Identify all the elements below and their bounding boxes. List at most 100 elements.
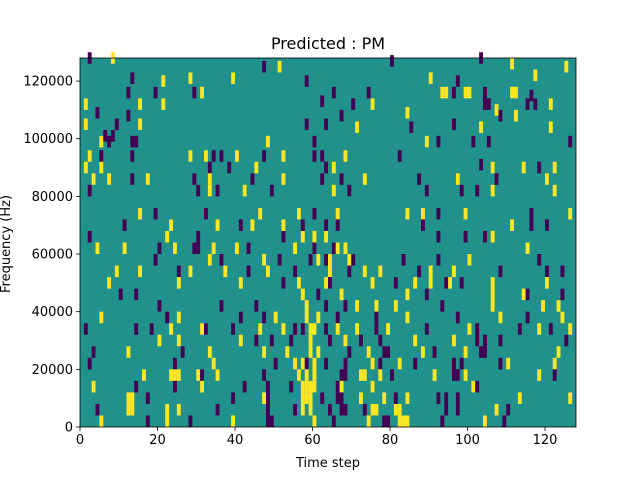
- heatmap-cell: [405, 415, 410, 427]
- heatmap-cell: [281, 219, 286, 231]
- heatmap-cell: [200, 323, 205, 335]
- heatmap-cell: [545, 265, 549, 278]
- heatmap-cell: [537, 369, 542, 381]
- heatmap-cell: [568, 392, 573, 404]
- heatmap-cell: [285, 346, 290, 358]
- heatmap-cell: [192, 242, 197, 255]
- heatmap-cell: [211, 242, 216, 255]
- heatmap-cell: [339, 369, 344, 381]
- heatmap-cell: [351, 254, 356, 266]
- heatmap-cell: [541, 300, 546, 312]
- heatmap-cell: [130, 392, 135, 404]
- heatmap-cell: [269, 334, 274, 347]
- heatmap-cell: [490, 184, 495, 197]
- heatmap-cell: [413, 357, 418, 370]
- heatmap-cell: [324, 118, 329, 131]
- heatmap-cell: [289, 380, 294, 393]
- heatmap-cell: [242, 184, 247, 197]
- heatmap-cell: [514, 109, 518, 122]
- heatmap-cell: [498, 311, 503, 324]
- heatmap-cell: [324, 161, 329, 174]
- heatmap-cell: [463, 369, 468, 381]
- heatmap-cell: [176, 403, 181, 416]
- heatmap-cell: [347, 254, 352, 266]
- heatmap-cell: [91, 346, 96, 358]
- heatmap-cell: [339, 173, 344, 185]
- heatmap-cell: [134, 323, 139, 335]
- heatmap-cell: [475, 334, 480, 347]
- heatmap-cell: [463, 346, 468, 358]
- heatmap-cell: [165, 230, 170, 243]
- heatmap-cell: [223, 265, 228, 278]
- heatmap-cell: [227, 161, 232, 174]
- heatmap-cell: [238, 277, 243, 289]
- heatmap-cell: [335, 323, 340, 335]
- heatmap-cell: [304, 392, 309, 404]
- heatmap-cell: [517, 323, 522, 335]
- x-tick-label: 80: [382, 433, 399, 448]
- heatmap-cell: [111, 130, 115, 142]
- heatmap-cell: [300, 380, 305, 393]
- heatmap-cell: [359, 334, 363, 347]
- heatmap-cell: [366, 415, 371, 427]
- heatmap-cell: [312, 230, 317, 243]
- heatmap-cell: [138, 118, 143, 131]
- plot-frame: [79, 57, 577, 428]
- heatmap-cell: [324, 277, 329, 289]
- heatmap-cell: [138, 265, 143, 278]
- heatmap-cell: [107, 277, 112, 289]
- heatmap-cell: [173, 369, 177, 381]
- heatmap-cell: [556, 300, 561, 312]
- heatmap-cell: [99, 311, 104, 324]
- heatmap-cell: [444, 392, 449, 404]
- heatmap-cell: [564, 334, 569, 347]
- heatmap-cell: [440, 86, 445, 99]
- heatmap-cell: [258, 323, 263, 335]
- heatmap-cell: [467, 86, 472, 99]
- heatmap-cell: [548, 323, 553, 335]
- heatmap-cell: [188, 72, 193, 84]
- y-tick-label: 100000: [23, 132, 73, 147]
- heatmap-cell: [568, 323, 573, 335]
- heatmap-cell: [459, 357, 464, 370]
- heatmap-cell: [452, 334, 456, 347]
- heatmap-cell: [370, 277, 375, 289]
- heatmap-cell: [339, 380, 344, 393]
- heatmap-cell: [312, 242, 317, 255]
- heatmap-cell: [91, 380, 96, 393]
- heatmap-cell: [231, 323, 236, 335]
- heatmap-cell: [506, 357, 511, 370]
- heatmap-cell: [122, 219, 127, 231]
- heatmap-cell: [83, 161, 88, 174]
- heatmap-cell: [455, 403, 460, 416]
- heatmap-cell: [83, 323, 88, 335]
- heatmap-cell: [173, 380, 177, 393]
- heatmap-cell: [273, 311, 278, 324]
- heatmap-cell: [560, 288, 565, 301]
- heatmap-cell: [448, 277, 453, 289]
- heatmap-cell: [242, 380, 247, 393]
- heatmap-cell: [452, 118, 456, 131]
- heatmap-cell: [355, 121, 360, 133]
- heatmap-cell: [475, 184, 480, 197]
- heatmap-cell: [312, 135, 317, 148]
- heatmap-cell: [207, 173, 212, 185]
- heatmap-cell: [266, 392, 270, 404]
- heatmap-cell: [537, 254, 542, 266]
- heatmap-cell: [297, 277, 301, 289]
- heatmap-cell: [266, 380, 270, 393]
- heatmap-cell: [343, 242, 348, 255]
- heatmap-cell: [359, 392, 363, 404]
- heatmap-cell: [196, 369, 201, 381]
- heatmap-cell: [153, 254, 158, 266]
- heatmap-cell: [266, 415, 270, 427]
- heatmap-cell: [134, 135, 139, 148]
- heatmap-cell: [343, 334, 348, 347]
- heatmap-cell: [293, 357, 298, 370]
- heatmap-cell: [452, 369, 456, 381]
- heatmap-cell: [308, 254, 313, 266]
- heatmap-cell: [397, 415, 402, 427]
- heatmap-cell: [300, 323, 305, 335]
- heatmap-cell: [169, 219, 174, 231]
